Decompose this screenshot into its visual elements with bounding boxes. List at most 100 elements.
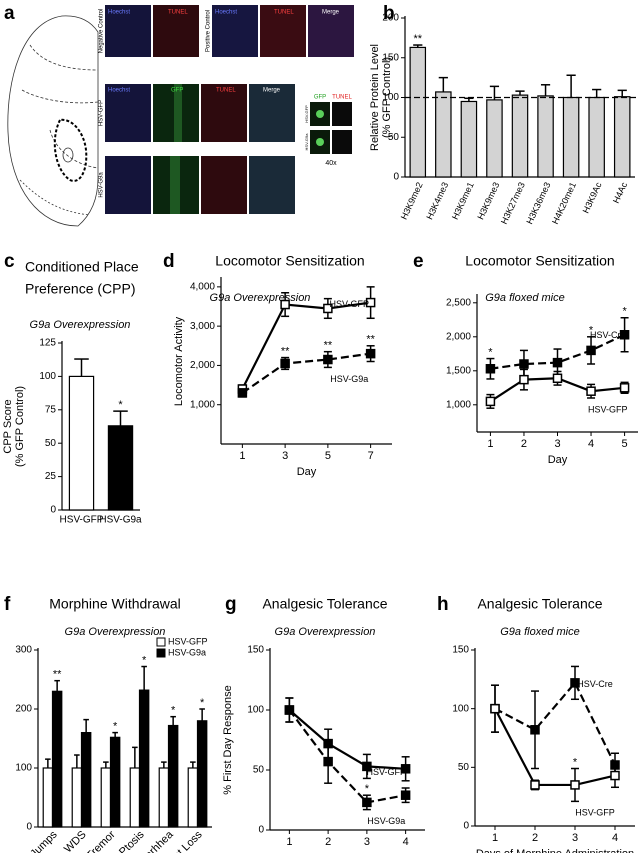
line <box>288 709 406 770</box>
image-hoechst <box>105 84 151 142</box>
marker <box>400 790 411 800</box>
series-label: HSV-Cre <box>590 330 626 340</box>
y-tick-label: 3,000 <box>190 321 215 332</box>
chart-subtitle: G9a Overexpression <box>30 319 131 331</box>
marker <box>530 725 540 735</box>
y-tick-label: 50 <box>45 438 57 449</box>
y-tick-label: 0 <box>26 822 32 833</box>
image-hoechst <box>212 5 258 57</box>
marker <box>323 756 333 767</box>
legend-label: HSV-GFP <box>168 636 208 646</box>
column-label: TUNEL <box>216 88 236 94</box>
marker <box>552 357 563 368</box>
bar <box>68 375 95 511</box>
marker <box>280 299 290 310</box>
x-tick-label: 3 <box>364 836 370 848</box>
y-tick-label: 150 <box>452 645 469 656</box>
chart-subtitle: G9a floxed mice <box>500 626 579 638</box>
y-tick-label: 1,000 <box>446 399 471 410</box>
y-axis-label: (% GFP Control) <box>381 57 393 138</box>
y-tick-label: 100 <box>39 371 56 382</box>
legend-label: HSV-G9a <box>168 647 206 657</box>
marker <box>365 297 376 308</box>
line <box>241 301 371 390</box>
panel-label: e <box>413 251 424 272</box>
marker <box>485 364 496 374</box>
column-label: GFP <box>171 88 183 94</box>
significance: * <box>118 399 123 411</box>
x-tick-label: H3K9me3 <box>475 181 501 222</box>
x-tick-label: 1 <box>286 836 292 848</box>
series-label: HSV-G9a <box>367 816 405 826</box>
y-tick-label: 0 <box>50 505 56 516</box>
marker <box>530 780 540 790</box>
marker <box>362 761 372 772</box>
row-label: HSV-GFP <box>99 100 105 126</box>
significance: * <box>573 756 578 768</box>
x-tick-label: Tremor <box>84 828 117 853</box>
x-tick-label: 4 <box>403 836 409 848</box>
legend-swatch <box>156 648 166 658</box>
y-tick-label: 50 <box>253 765 265 776</box>
x-tick-label: 4 <box>588 438 594 450</box>
y-tick-label: 100 <box>382 92 399 103</box>
y-tick-label: 100 <box>247 705 264 716</box>
chart-subtitle: G9a floxed mice <box>485 292 564 304</box>
marker <box>586 345 596 356</box>
image-tunel <box>260 5 306 57</box>
y-axis-label: % First Day Response <box>222 685 234 794</box>
inset-column-label: TUNEL <box>332 95 352 101</box>
y-tick-label: 75 <box>45 404 57 415</box>
inset-column-label: GFP <box>314 95 326 101</box>
significance: * <box>622 306 627 318</box>
x-tick-label: 3 <box>554 438 560 450</box>
panel-label: f <box>4 594 11 615</box>
marker <box>619 383 630 393</box>
y-tick-label: 125 <box>39 338 56 349</box>
y-tick-label: 200 <box>15 704 32 715</box>
image-tunel <box>153 5 199 57</box>
image-merge <box>249 84 295 142</box>
significance: ** <box>366 334 375 346</box>
cell <box>316 110 324 118</box>
x-tick-label: 5 <box>325 450 331 462</box>
line <box>494 680 616 766</box>
y-axis-label: (% GFP Control) <box>14 386 26 467</box>
x-tick-label: HSV-G9a <box>99 515 142 526</box>
marker <box>519 374 529 385</box>
chart-title: Analgesic Tolerance <box>477 596 602 612</box>
column-label: Hoechst <box>215 10 237 16</box>
x-tick-label: H4K20me1 <box>550 181 578 226</box>
x-tick-label: 1 <box>492 832 498 844</box>
chart-title: Analgesic Tolerance <box>262 596 387 612</box>
y-tick-label: 1,500 <box>446 365 471 376</box>
panel-a: a <box>4 3 354 227</box>
panel-label: a <box>4 3 15 24</box>
series-label: HSV-Cre <box>577 679 613 689</box>
significance: * <box>589 325 594 337</box>
column-label: Hoechst <box>108 88 130 94</box>
y-axis-label: Locomotor Activity <box>173 316 185 406</box>
chart-title: Conditioned Place <box>25 259 139 275</box>
panel-label: g <box>225 594 237 615</box>
magnification: 40x <box>325 160 337 167</box>
bar <box>588 96 605 178</box>
y-tick-label: 300 <box>15 645 32 656</box>
y-tick-label: 4,000 <box>190 281 215 292</box>
y-tick-label: 2,000 <box>446 331 471 342</box>
bar <box>187 767 199 828</box>
marker <box>323 354 333 365</box>
bar <box>138 689 150 828</box>
significance: * <box>200 697 205 709</box>
inset-tunel <box>332 102 352 126</box>
significance: ** <box>324 340 333 352</box>
x-tick-label: 3 <box>572 832 578 844</box>
inset-row-label: HSV-GFP <box>304 105 309 123</box>
marker <box>552 373 563 384</box>
marker <box>490 703 500 714</box>
y-tick-label: 150 <box>382 52 399 63</box>
x-tick-label: H3K4me3 <box>424 181 450 222</box>
gfp-signal <box>174 84 182 142</box>
gfp-signal <box>170 156 180 214</box>
